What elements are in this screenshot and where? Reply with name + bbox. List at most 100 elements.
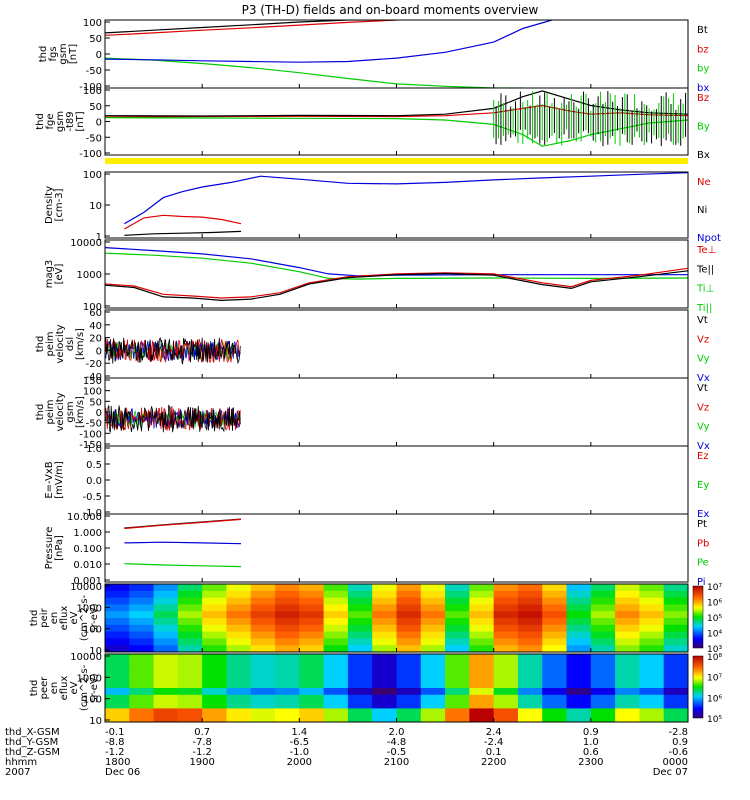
spectrogram-cell bbox=[469, 667, 495, 675]
series-Pb bbox=[124, 518, 242, 530]
footer-value: Dec 06 bbox=[105, 767, 140, 778]
spectrogram-cell bbox=[590, 604, 616, 612]
spectrogram-cell bbox=[202, 674, 228, 682]
footer-value: 2000 bbox=[287, 757, 312, 768]
spectrogram-cell bbox=[177, 584, 203, 592]
peir-colorbar bbox=[692, 585, 704, 649]
y-tick-label: 0 bbox=[96, 118, 102, 129]
spectrogram-cell bbox=[517, 654, 543, 662]
spectrogram-cell bbox=[396, 624, 422, 633]
footer-value: 0.6 bbox=[583, 747, 599, 758]
legend-label-Ti||: Ti|| bbox=[696, 303, 712, 314]
spectrogram-cell bbox=[105, 681, 130, 689]
spectrogram-cell bbox=[542, 701, 568, 709]
velocity-trace-black bbox=[105, 336, 241, 365]
spectrogram-cell bbox=[177, 611, 203, 619]
peir-spectrogram bbox=[105, 584, 688, 652]
spectrogram-cell bbox=[420, 688, 446, 696]
spectrogram-cell bbox=[396, 708, 422, 716]
spectrogram-cell bbox=[226, 688, 252, 696]
spectrogram-cell bbox=[517, 688, 543, 696]
spectrogram-cell bbox=[250, 674, 276, 682]
y-tick-label: 0 bbox=[96, 50, 102, 61]
spectrogram-cell bbox=[275, 681, 300, 689]
ylabel-line: E=-VxB bbox=[44, 461, 55, 498]
panel-temp: 10000 1000 100 mag3[eV] Te⊥ Te|| Ti⊥ Ti|| bbox=[44, 238, 716, 314]
series-Ti⊥ bbox=[105, 247, 688, 277]
spectrogram-cell bbox=[372, 694, 398, 703]
spectrogram-cell bbox=[469, 624, 495, 633]
spectrogram-cell bbox=[420, 631, 446, 639]
spectrogram-cell bbox=[347, 590, 373, 599]
spectrogram-cell bbox=[226, 715, 252, 722]
spectrogram-cell bbox=[517, 590, 543, 599]
spectrogram-cell bbox=[542, 645, 568, 652]
spectrogram-cell bbox=[615, 604, 641, 612]
y-tick-label: 1000 bbox=[77, 673, 102, 684]
legend-label-Pt: Pt bbox=[697, 519, 707, 530]
spectrogram-cell bbox=[105, 715, 130, 722]
spectrogram-cell bbox=[396, 590, 422, 599]
spectrogram-cell bbox=[590, 701, 616, 709]
spectrogram-cell bbox=[420, 694, 446, 703]
spectrogram-cell bbox=[469, 688, 495, 696]
spectrogram-cell bbox=[663, 688, 688, 696]
spectrogram-cell bbox=[250, 618, 276, 626]
spectrogram-cell bbox=[226, 611, 252, 619]
spectrogram-cell bbox=[542, 604, 568, 612]
series-Te|| bbox=[105, 270, 688, 302]
spectrogram-cell bbox=[372, 708, 398, 716]
spectrogram-cell bbox=[372, 667, 398, 675]
spectrogram-cell bbox=[323, 654, 349, 662]
spectrogram-cell bbox=[347, 645, 373, 652]
spectrogram-cell bbox=[517, 604, 543, 612]
y-tick-label: 1000 bbox=[77, 603, 102, 614]
spectrogram-cell bbox=[129, 590, 155, 599]
spectrogram-cell bbox=[663, 654, 688, 662]
spectrogram-cell bbox=[615, 611, 641, 619]
spectrogram-cell bbox=[202, 584, 228, 592]
spectrogram-cell bbox=[299, 688, 325, 696]
temp-plot-area bbox=[105, 247, 688, 302]
spectrogram-cell bbox=[153, 638, 179, 646]
spectrogram-cell bbox=[347, 667, 373, 675]
spectrogram-cell bbox=[469, 584, 495, 592]
spectrogram-cell bbox=[323, 645, 349, 652]
ylabel-line: gsm bbox=[65, 401, 76, 422]
spectrogram-cell bbox=[153, 694, 179, 703]
spectrogram-cell bbox=[469, 597, 495, 605]
spectrogram-cell bbox=[493, 584, 519, 592]
spectrogram-cell bbox=[396, 584, 422, 592]
spectrogram-cell bbox=[517, 660, 543, 669]
spectrogram-cell bbox=[275, 688, 300, 696]
spectrogram-cell bbox=[105, 688, 130, 696]
legend-label-Vy: Vy bbox=[697, 354, 710, 365]
ylabel-line: velocity bbox=[55, 392, 66, 431]
y-tick-label: -50 bbox=[86, 419, 102, 430]
series-bz bbox=[105, 20, 397, 36]
spectrogram-cell bbox=[372, 660, 398, 669]
spectrogram-cell bbox=[299, 584, 325, 592]
spectrogram-cell bbox=[663, 708, 688, 716]
efield-ylabel: E=-VxB[mV/m] bbox=[44, 461, 65, 499]
density-plot-area bbox=[124, 172, 688, 236]
spectrogram-cell bbox=[323, 674, 349, 682]
footer-value: -0.6 bbox=[668, 747, 688, 758]
spectrogram-cell bbox=[105, 604, 130, 612]
spectrogram-cell bbox=[517, 638, 543, 646]
footer-value: 2300 bbox=[578, 757, 603, 768]
spectrogram-cell bbox=[177, 638, 203, 646]
spectrogram-cell bbox=[299, 681, 325, 689]
spectrogram-cell bbox=[299, 674, 325, 682]
spectrogram-cell bbox=[105, 611, 130, 619]
spectrogram-cell bbox=[202, 694, 228, 703]
spectrogram-cell bbox=[639, 681, 665, 689]
spectrogram-cell bbox=[347, 708, 373, 716]
spectrogram-cell bbox=[542, 688, 568, 696]
spectrogram-cell bbox=[639, 694, 665, 703]
spectrogram-cell bbox=[420, 660, 446, 669]
spectrogram-cell bbox=[420, 624, 446, 633]
spectrogram-cell bbox=[153, 674, 179, 682]
y-tick-label: 150 bbox=[83, 376, 102, 387]
ylabel-line: en bbox=[49, 682, 60, 695]
